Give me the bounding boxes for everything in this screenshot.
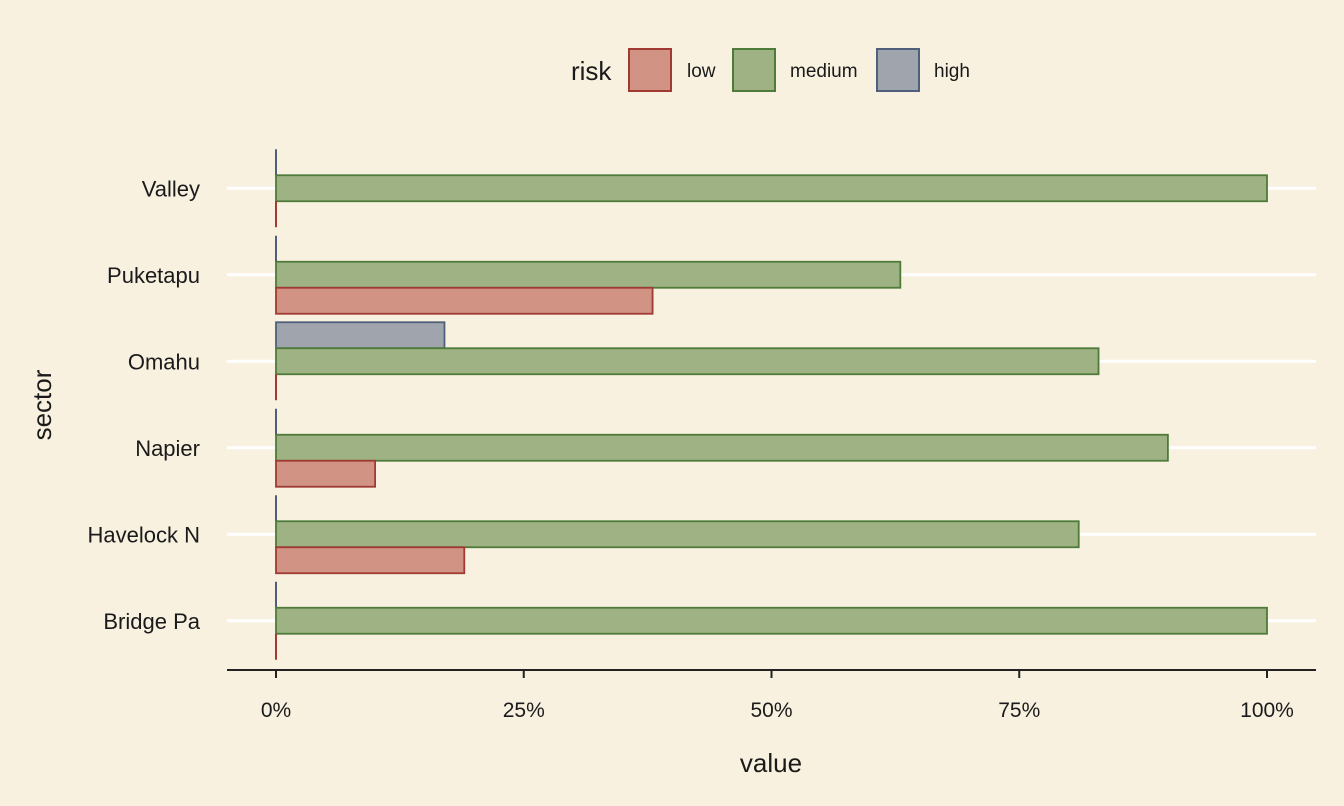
bar-medium-havelock-n [275, 520, 1080, 549]
legend-label-low: low [687, 61, 716, 82]
bar-medium-napier [275, 433, 1169, 462]
category-label: Havelock N [88, 522, 200, 547]
x-tick-label: 0% [261, 699, 291, 722]
category-label: Napier [135, 436, 200, 461]
x-tick-label: 50% [750, 699, 792, 722]
bar-medium-puketapu [275, 260, 902, 289]
legend-label-high: high [934, 61, 970, 82]
category-label: Valley [142, 176, 200, 201]
category-label: Puketapu [107, 263, 200, 288]
bar-low-puketapu [275, 286, 654, 315]
x-tick-label: 75% [998, 699, 1040, 722]
y-axis-title: sector [27, 369, 57, 440]
x-axis-title: value [740, 748, 802, 778]
bar-medium-bridge-pa [275, 606, 1268, 635]
category-label: Omahu [128, 349, 200, 374]
bar-medium-valley [275, 174, 1268, 203]
legend-title: risk [571, 56, 612, 86]
legend: risk low medium high [571, 48, 970, 92]
bar-low-napier [275, 459, 376, 488]
bar-medium-omahu [275, 347, 1100, 376]
legend-key-medium [732, 48, 776, 92]
bar-low-havelock-n [275, 546, 466, 575]
bar-high-omahu [275, 321, 446, 350]
legend-label-medium: medium [790, 61, 858, 82]
category-labels: Valley Puketapu Omahu Napier Havelock N Bridg… [88, 176, 201, 634]
category-label: Bridge Pa [103, 609, 200, 634]
legend-key-low [628, 48, 672, 92]
x-tick-label: 25% [503, 699, 545, 722]
legend-key-high [876, 48, 920, 92]
x-tick-label: 100% [1240, 699, 1294, 722]
x-ticks: 0% 25% 50% 75% 100% [261, 670, 1294, 722]
legend-items: low medium high [628, 48, 970, 92]
bars [275, 149, 1268, 660]
